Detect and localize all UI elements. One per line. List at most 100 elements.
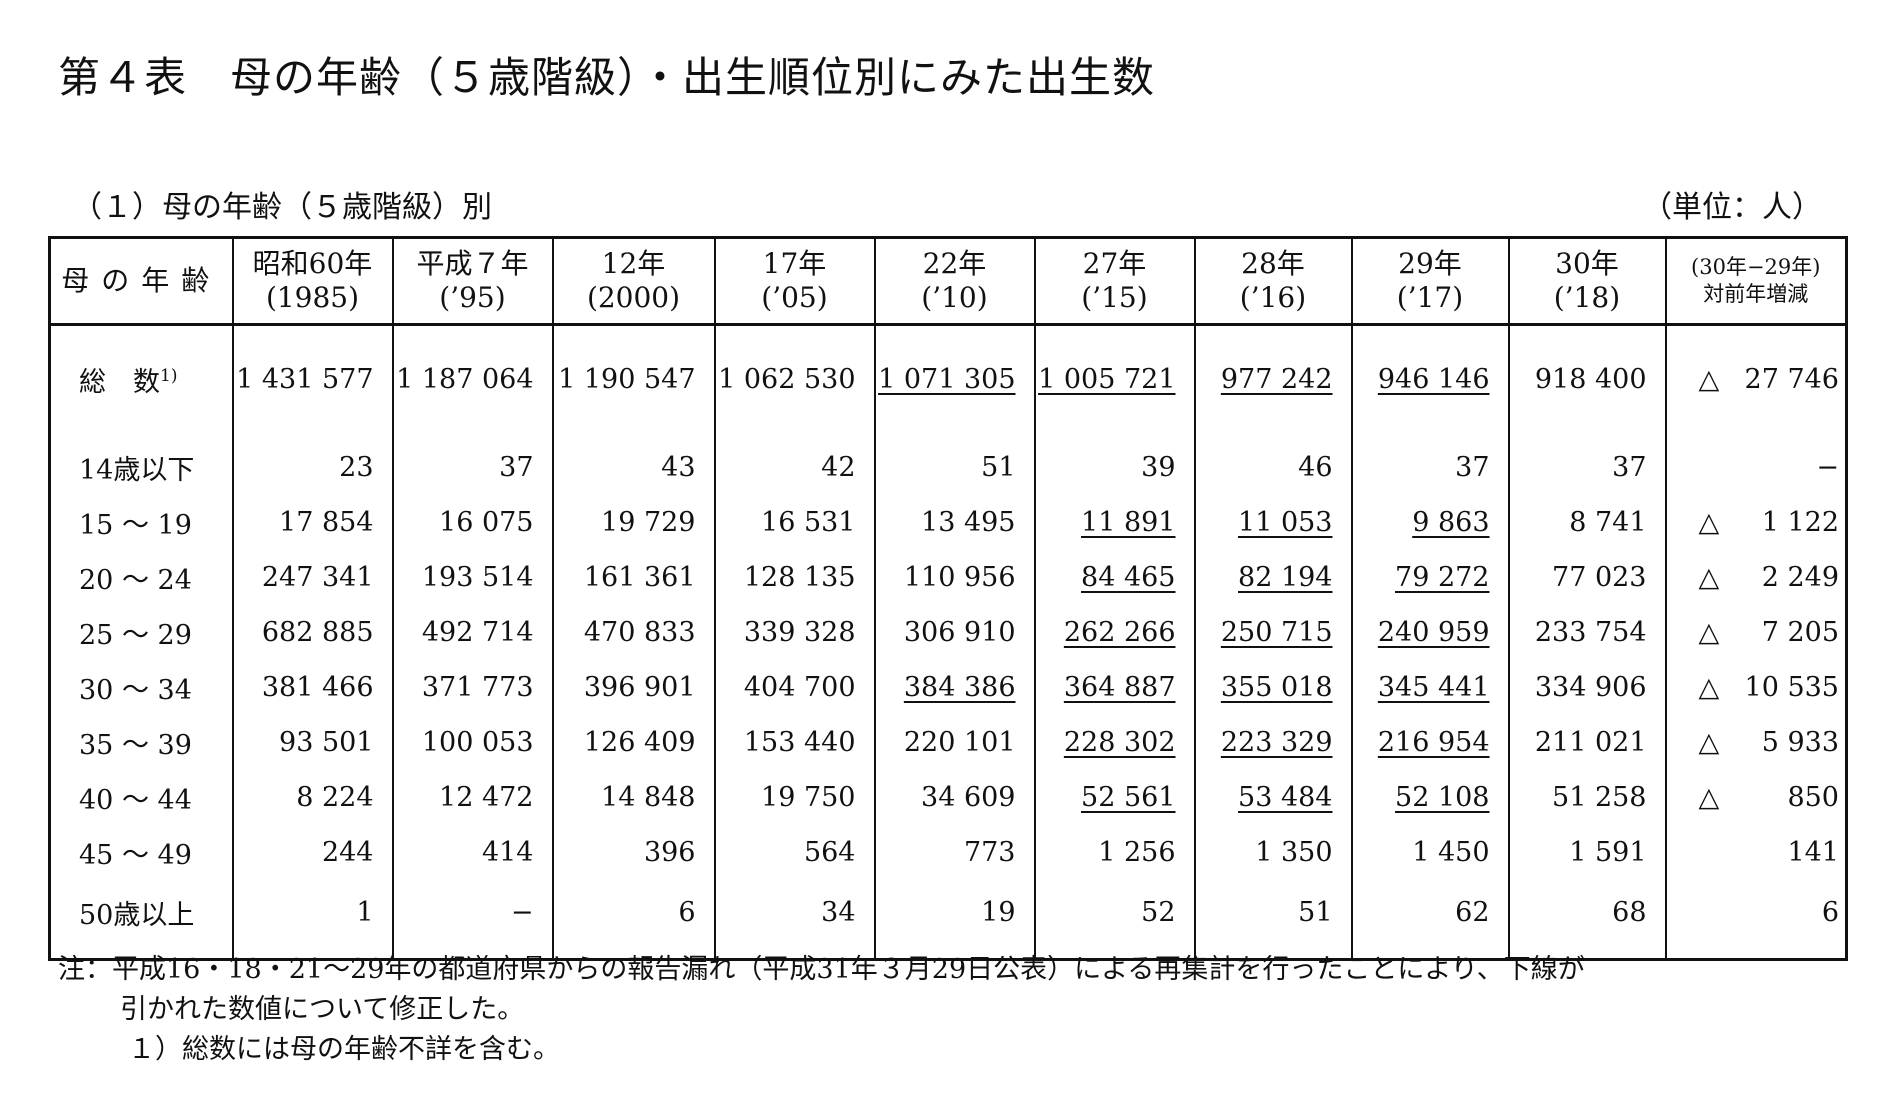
year-column-header: 17年 (’05): [713, 237, 875, 326]
table-row: 35 〜 39 93 501 100 053 126 409 153 440 220 10…: [50, 715, 1847, 770]
value-cell: 43: [551, 432, 715, 495]
value-cell: 946 146: [1350, 324, 1509, 432]
value-cell: 93 501: [231, 715, 393, 770]
value-text: 355 018: [1220, 672, 1333, 703]
value-cell: 240 959: [1350, 605, 1509, 660]
value-text: 946 146: [1377, 363, 1490, 395]
value-text: 68: [1612, 896, 1647, 928]
age-cell: 30 〜 34: [50, 660, 233, 715]
diff-value: 7 205: [1761, 617, 1839, 648]
age-cell: 15 〜 19: [50, 495, 233, 550]
age-column-header: 母の年齢: [49, 237, 233, 326]
value-cell: 11 053: [1193, 495, 1352, 550]
diff-cell: 141: [1664, 825, 1847, 880]
value-text: 52 561: [1081, 782, 1176, 813]
value-text: 250 715: [1220, 617, 1333, 648]
age-cell: 総 数1): [50, 325, 233, 433]
decrease-triangle-icon: △: [1698, 363, 1720, 395]
age-label: 50歳以上: [79, 899, 195, 931]
value-cell: 262 266: [1033, 605, 1195, 660]
value-text: 384 386: [903, 672, 1016, 703]
value-text: 110 956: [903, 562, 1016, 593]
value-text: 37: [499, 452, 534, 483]
value-text: 1 256: [1098, 837, 1176, 868]
value-cell: 396: [551, 825, 715, 880]
value-cell: 51 258: [1507, 770, 1666, 825]
value-text: 43: [661, 452, 696, 483]
value-text: 334 906: [1534, 672, 1647, 703]
year-western-label: (’18): [1553, 281, 1621, 314]
year-western-label: (’10): [921, 281, 988, 314]
value-cell: −: [391, 880, 553, 960]
table-subtitle: （１）母の年齢（５歳階級）別: [72, 190, 492, 225]
value-text: −: [510, 896, 534, 928]
year-column-header: 30年 (’18): [1507, 237, 1666, 326]
value-text: 52: [1141, 896, 1176, 928]
value-cell: 339 328: [713, 605, 875, 660]
value-text: 17 854: [279, 507, 374, 538]
year-western-label: (2000): [586, 281, 681, 314]
value-cell: 1 256: [1033, 825, 1195, 880]
value-cell: 371 773: [391, 660, 553, 715]
value-cell: 1 350: [1193, 825, 1352, 880]
value-text: 216 954: [1377, 727, 1490, 758]
age-cell: 40 〜 44: [50, 770, 233, 825]
year-western-label: (’05): [761, 281, 828, 314]
value-cell: 193 514: [391, 550, 553, 605]
note-line-3: １）総数には母の年齢不詳を含む。: [128, 1034, 560, 1065]
diff-header-line: (30年−29年): [1691, 255, 1821, 279]
diff-value: −: [1816, 452, 1839, 483]
value-text: 12 472: [439, 782, 534, 813]
value-text: 240 959: [1377, 617, 1490, 648]
value-cell: 396 901: [551, 660, 715, 715]
decrease-triangle-icon: △: [1698, 782, 1720, 813]
value-text: 153 440: [743, 727, 856, 758]
value-cell: 53 484: [1193, 770, 1352, 825]
value-cell: 564: [713, 825, 875, 880]
value-text: 16 075: [439, 507, 534, 538]
value-text: 62: [1455, 896, 1490, 928]
value-text: 1 450: [1412, 837, 1490, 868]
value-text: 1 062 530: [718, 363, 856, 395]
value-cell: 82 194: [1193, 550, 1352, 605]
value-cell: 42: [713, 432, 875, 495]
value-cell: 12 472: [391, 770, 553, 825]
value-cell: 977 242: [1193, 324, 1352, 432]
value-cell: 1 190 547: [551, 324, 715, 432]
diff-value: 27 746: [1744, 363, 1839, 395]
value-text: 82 194: [1238, 562, 1333, 593]
diff-value: 6: [1821, 896, 1839, 928]
value-text: 773: [963, 837, 1016, 868]
diff-cell: △ 850: [1664, 770, 1847, 825]
value-cell: 404 700: [713, 660, 875, 715]
value-cell: 161 361: [551, 550, 715, 605]
age-label: 25 〜 29: [79, 620, 192, 651]
age-label: 45 〜 49: [79, 840, 192, 871]
value-text: 11 891: [1081, 507, 1176, 538]
value-text: 51: [981, 452, 1016, 483]
value-text: 100 053: [421, 727, 534, 758]
note-line-1: 注：平成16・18・21〜29年の都道府県からの報告漏れ（平成31年３月29日公…: [58, 954, 1585, 985]
value-cell: 8 741: [1507, 495, 1666, 550]
value-text: 1 591: [1569, 837, 1647, 868]
diff-value: 10 535: [1744, 672, 1839, 703]
value-text: 93 501: [279, 727, 374, 758]
value-cell: 19 750: [713, 770, 875, 825]
value-cell: 1 071 305: [873, 324, 1035, 432]
value-text: 220 101: [903, 727, 1016, 758]
diff-value: 2 249: [1761, 562, 1839, 593]
value-cell: 37: [1507, 432, 1666, 495]
value-cell: 14 848: [551, 770, 715, 825]
value-cell: 381 466: [231, 660, 393, 715]
value-text: 6: [678, 896, 696, 928]
value-cell: 1: [231, 880, 393, 960]
value-cell: 77 023: [1507, 550, 1666, 605]
value-cell: 23: [231, 432, 393, 495]
value-text: 470 833: [583, 617, 696, 648]
year-column-header: 平成７年 (’95): [391, 237, 553, 326]
value-text: 1 071 305: [878, 363, 1016, 395]
age-label: 35 〜 39: [79, 730, 192, 761]
diff-cell: △ 1 122: [1664, 495, 1847, 550]
age-cell: 50歳以上: [50, 880, 233, 960]
value-text: 1 431 577: [236, 363, 374, 395]
